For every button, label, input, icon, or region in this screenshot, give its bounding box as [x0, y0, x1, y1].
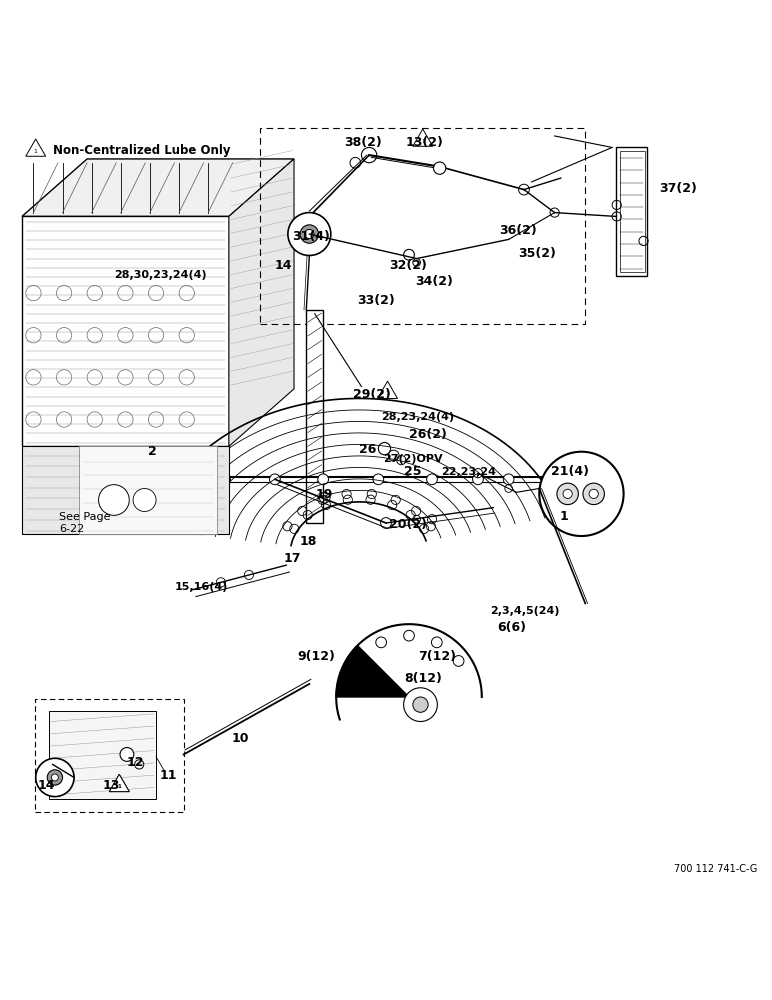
Bar [80, 446, 218, 534]
Circle shape [300, 225, 319, 243]
Polygon shape [22, 159, 294, 216]
Circle shape [557, 483, 578, 505]
Circle shape [269, 474, 280, 485]
Text: 22,23,24: 22,23,24 [441, 467, 496, 477]
Polygon shape [336, 645, 409, 697]
Text: 1: 1 [34, 149, 38, 154]
Bar [306, 310, 323, 523]
Bar [49, 711, 156, 799]
Circle shape [563, 489, 572, 498]
Circle shape [583, 483, 604, 505]
Circle shape [540, 452, 624, 536]
Text: 1: 1 [117, 784, 121, 789]
Text: 32(2): 32(2) [389, 259, 427, 272]
Circle shape [413, 697, 428, 712]
Text: 6(6): 6(6) [497, 621, 527, 634]
Circle shape [99, 485, 129, 515]
Text: 9(12): 9(12) [298, 650, 336, 663]
Circle shape [361, 147, 377, 163]
Circle shape [472, 474, 483, 485]
Text: See Page
6-22: See Page 6-22 [59, 512, 111, 534]
Circle shape [404, 688, 438, 722]
Polygon shape [25, 139, 46, 156]
Text: 33(2): 33(2) [357, 294, 394, 307]
Text: 31(4): 31(4) [293, 230, 330, 243]
Text: 21(4): 21(4) [550, 465, 589, 478]
Text: 14: 14 [275, 259, 293, 272]
Circle shape [434, 162, 445, 174]
Text: 1: 1 [117, 784, 121, 789]
Text: 2: 2 [148, 445, 157, 458]
Text: 8(12): 8(12) [405, 672, 442, 685]
Text: 10: 10 [231, 732, 249, 745]
Polygon shape [110, 774, 129, 792]
Text: 38(2): 38(2) [344, 136, 381, 149]
Text: 15,16(4): 15,16(4) [174, 582, 228, 592]
Circle shape [36, 758, 74, 797]
Text: 12: 12 [127, 756, 144, 769]
Text: 18: 18 [300, 535, 317, 548]
Text: 26(2): 26(2) [409, 428, 447, 441]
Bar [620, 151, 645, 272]
Text: 2,3,4,5(24): 2,3,4,5(24) [490, 606, 560, 616]
Text: 13: 13 [103, 779, 120, 792]
Circle shape [174, 474, 185, 485]
Text: 11: 11 [159, 769, 177, 782]
Text: 29(2): 29(2) [353, 388, 391, 401]
Text: 36(2): 36(2) [499, 224, 537, 237]
Text: 14: 14 [37, 779, 55, 792]
Polygon shape [229, 159, 294, 446]
Text: 25: 25 [405, 465, 422, 478]
Text: 26: 26 [359, 443, 377, 456]
Polygon shape [378, 381, 398, 398]
Text: 37(2): 37(2) [659, 182, 696, 195]
Circle shape [47, 770, 63, 785]
Circle shape [305, 229, 314, 239]
Text: 7(12): 7(12) [418, 650, 456, 663]
Circle shape [427, 474, 438, 485]
Text: 1: 1 [421, 139, 425, 144]
Text: Non-Centralized Lube Only: Non-Centralized Lube Only [52, 144, 230, 157]
Circle shape [220, 474, 230, 485]
Polygon shape [413, 129, 433, 146]
Text: 17: 17 [283, 552, 301, 565]
Text: 27(2)OPV: 27(2)OPV [383, 454, 442, 464]
Circle shape [288, 213, 331, 256]
Circle shape [373, 474, 384, 485]
Text: 700 112 741-C-G: 700 112 741-C-G [675, 864, 758, 874]
Text: 34(2): 34(2) [415, 275, 453, 288]
Polygon shape [110, 774, 129, 792]
Circle shape [133, 489, 156, 511]
Text: 1: 1 [385, 391, 389, 396]
Text: 20(2): 20(2) [389, 518, 427, 531]
Circle shape [318, 474, 329, 485]
Text: 28,23,24(4): 28,23,24(4) [381, 412, 455, 422]
Text: 19: 19 [316, 488, 333, 501]
Circle shape [52, 774, 59, 781]
Circle shape [503, 474, 514, 485]
Bar [616, 147, 647, 276]
Text: 1: 1 [559, 510, 568, 523]
Polygon shape [22, 446, 229, 534]
Circle shape [120, 748, 134, 761]
Bar [35, 699, 184, 812]
Text: 28,30,23,24(4): 28,30,23,24(4) [114, 270, 207, 280]
Polygon shape [22, 216, 229, 446]
Text: 35(2): 35(2) [518, 247, 556, 260]
Circle shape [589, 489, 598, 498]
Bar [259, 128, 585, 324]
Text: 13(2): 13(2) [406, 136, 444, 149]
